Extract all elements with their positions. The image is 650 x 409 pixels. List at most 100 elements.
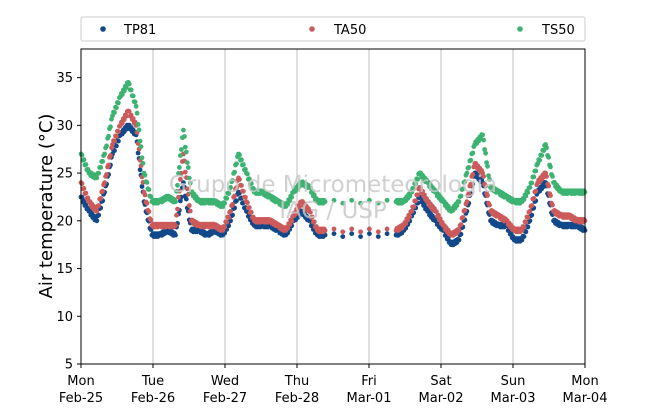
- y-axis: 5 10 15 20 25 30 35: [56, 71, 81, 373]
- series-fill-point: [246, 205, 252, 210]
- series-fill-point: [458, 193, 464, 199]
- series-fill-point: [413, 181, 419, 187]
- series-fill-point: [142, 192, 148, 198]
- series-fill-point: [234, 185, 239, 191]
- data-point: [480, 132, 485, 138]
- series-ta50: [78, 108, 588, 238]
- series-fill-point: [224, 196, 230, 201]
- series-fill-point: [466, 165, 472, 170]
- y-tick-label: 20: [56, 214, 73, 229]
- series-fill-point: [485, 193, 490, 198]
- series-fill-point: [108, 124, 113, 130]
- series-fill-point: [232, 193, 238, 199]
- series-fill-point: [403, 221, 409, 226]
- data-point: [464, 199, 470, 205]
- series-fill-point: [525, 224, 531, 230]
- x-tick-date: Mar-03: [491, 391, 536, 406]
- series-fill-point: [224, 219, 230, 225]
- series-fill-point: [175, 206, 180, 212]
- series-fill-point: [470, 172, 476, 177]
- series-fill-point: [531, 174, 537, 180]
- legend-marker-ta50: [309, 26, 315, 32]
- legend: TP81 TA50 TS50: [80, 16, 586, 42]
- data-point: [456, 228, 462, 233]
- data-point: [456, 237, 462, 243]
- series-fill-point: [529, 212, 535, 218]
- series-fill-point: [531, 196, 537, 201]
- series-fill-point: [358, 229, 363, 235]
- series-fill-point: [148, 194, 154, 200]
- series-layer: [78, 80, 588, 248]
- series-fill-point: [98, 196, 104, 201]
- series-fill-point: [367, 226, 372, 232]
- series-fill-point: [243, 194, 248, 200]
- series-fill-point: [285, 202, 291, 207]
- series-fill-point: [135, 122, 141, 127]
- series-fill-point: [136, 127, 142, 133]
- series-fill-point: [525, 190, 531, 195]
- watermark-line-1: Grupo de Micrometeorologia: [169, 172, 497, 198]
- series-fill-point: [241, 162, 246, 167]
- watermark: Grupo de Micrometeorologia IAG / USP: [169, 172, 497, 224]
- series-fill-point: [119, 92, 125, 97]
- series-fill-point: [226, 215, 232, 220]
- legend-label-tp81: TP81: [123, 23, 156, 38]
- series-fill-point: [81, 157, 87, 163]
- series-fill-point: [485, 163, 490, 169]
- data-point: [94, 208, 100, 214]
- series-fill-point: [245, 171, 250, 177]
- series-fill-point: [177, 165, 182, 170]
- data-point: [173, 232, 178, 238]
- data-point: [228, 208, 234, 214]
- series-fill-point: [226, 191, 232, 197]
- x-tick-day: Thu: [284, 374, 309, 389]
- series-fill-point: [234, 161, 239, 167]
- plot-area: [81, 49, 585, 364]
- series-fill-point: [123, 113, 129, 119]
- series-fill-point: [384, 231, 390, 237]
- legend-label-ts50: TS50: [541, 23, 575, 38]
- series-fill-point: [187, 180, 193, 186]
- series-fill-point: [184, 160, 190, 166]
- series-fill-point: [544, 145, 549, 151]
- x-tick-date: Feb-26: [131, 391, 175, 406]
- plot-frame: [80, 48, 586, 365]
- series-fill-point: [340, 200, 346, 206]
- series-fill-point: [297, 184, 302, 189]
- series-fill-point: [483, 150, 488, 156]
- series-fill-point: [178, 198, 183, 204]
- series-fill-point: [98, 165, 104, 170]
- series-fill-point: [293, 211, 298, 217]
- series-fill-point: [108, 153, 113, 158]
- series-fill-point: [230, 202, 236, 207]
- series-fill-point: [462, 207, 468, 213]
- series-fill-point: [222, 224, 228, 230]
- data-point: [181, 180, 186, 186]
- series-fill-point: [96, 170, 102, 176]
- series-fill-point: [548, 164, 553, 170]
- series-fill-point: [422, 192, 427, 198]
- series-fill-point: [460, 215, 466, 220]
- series-fill-point: [482, 147, 487, 152]
- y-tick-label: 35: [56, 71, 73, 86]
- series-fill-point: [230, 212, 236, 218]
- series-fill-point: [331, 231, 337, 237]
- series-fill-point: [185, 165, 191, 170]
- series-fill-point: [187, 208, 193, 214]
- series-fill-point: [144, 200, 150, 206]
- series-fill-point: [126, 81, 132, 87]
- series-fill-point: [134, 110, 140, 116]
- data-point: [173, 199, 178, 205]
- series-fill-point: [116, 100, 121, 106]
- series-fill-point: [243, 166, 248, 172]
- series-fill-point: [407, 213, 413, 219]
- series-fill-point: [130, 116, 136, 121]
- series-fill-point: [523, 193, 529, 199]
- x-tick-date: Feb-25: [59, 391, 103, 406]
- series-fill-point: [486, 173, 491, 179]
- series-fill-point: [222, 200, 228, 206]
- series-fill-point: [123, 126, 129, 132]
- series-fill-point: [340, 234, 346, 240]
- series-fill-point: [121, 117, 127, 122]
- data-point: [181, 127, 186, 133]
